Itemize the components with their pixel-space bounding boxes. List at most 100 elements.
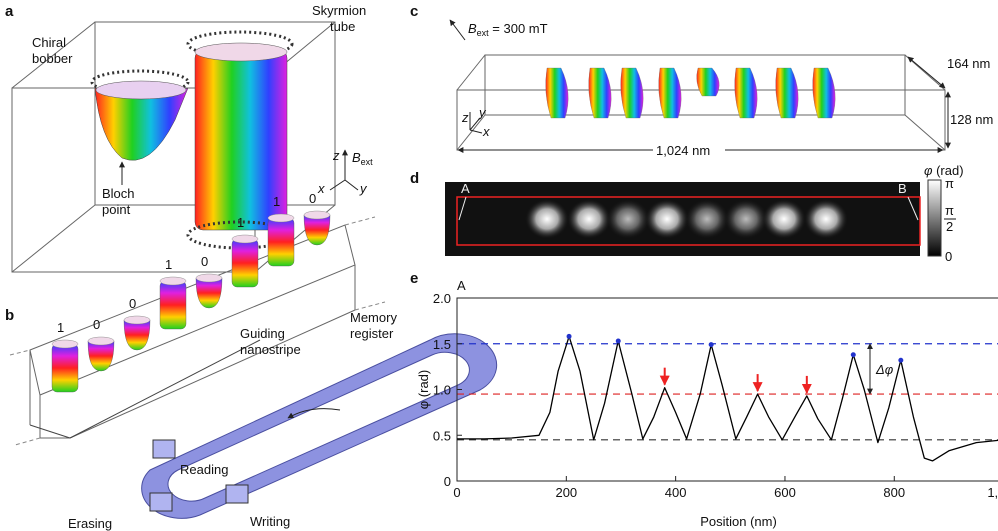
bit-label: 1 bbox=[57, 320, 64, 335]
axis bbox=[329, 179, 346, 191]
y-tick-label: 0.5 bbox=[433, 428, 451, 443]
skyrmion-contrast bbox=[645, 199, 689, 239]
skyrmion bbox=[620, 67, 644, 119]
x-tick-label: 400 bbox=[665, 485, 687, 500]
tube-top bbox=[195, 273, 223, 283]
subscript: ext bbox=[361, 157, 374, 167]
panel-label: b bbox=[5, 307, 14, 324]
y-tick-label: 1.5 bbox=[433, 337, 451, 352]
tube-top bbox=[51, 339, 79, 349]
panel-label: e bbox=[410, 270, 418, 287]
tube-top bbox=[194, 42, 288, 62]
label: Erasing bbox=[68, 516, 112, 531]
peak-marker bbox=[850, 352, 856, 358]
skyrmion-contrast bbox=[762, 199, 806, 239]
colorbar bbox=[927, 179, 942, 257]
unit: (rad) bbox=[932, 163, 963, 178]
panel-label: a bbox=[5, 3, 14, 20]
tube-top bbox=[231, 234, 259, 244]
panel-d: A B φ (rad) π π 2 0 bbox=[445, 163, 964, 264]
extension bbox=[9, 216, 386, 446]
pointer bbox=[907, 196, 919, 221]
tube bbox=[51, 343, 79, 393]
skyrmion bbox=[588, 67, 612, 119]
skyrmion bbox=[658, 67, 682, 119]
dimension-label: 128 nm bbox=[950, 112, 993, 127]
reading-head bbox=[152, 439, 176, 459]
skyrmion bbox=[812, 67, 836, 119]
symbol: B bbox=[352, 150, 361, 165]
bit-label: 1 bbox=[165, 257, 172, 272]
label: tube bbox=[330, 19, 355, 34]
skyrmion-contrast bbox=[567, 199, 611, 239]
label: Chiral bbox=[32, 35, 66, 50]
corner-label: A bbox=[457, 278, 466, 293]
annotation: Δφ bbox=[875, 362, 894, 377]
tube-top bbox=[303, 210, 331, 220]
skyrmion bbox=[734, 67, 758, 119]
panel-c: Bext = 300 mT 1,024 nm 164 nm 128 nm z y… bbox=[449, 19, 993, 158]
bit-label: 0 bbox=[201, 254, 208, 269]
label: Writing bbox=[250, 514, 290, 529]
colorbar-label: φ (rad) bbox=[924, 163, 964, 178]
writing-head bbox=[225, 484, 249, 504]
y-tick-label: 0 bbox=[444, 474, 451, 489]
plot-frame bbox=[456, 297, 998, 482]
colorbar-tick: 0 bbox=[945, 249, 952, 264]
line-series bbox=[457, 335, 998, 462]
dimension bbox=[907, 56, 946, 89]
bobber-top bbox=[95, 80, 187, 100]
label: Reading bbox=[180, 462, 228, 477]
axis bbox=[469, 117, 481, 131]
pointer bbox=[458, 196, 467, 221]
bit-label: 0 bbox=[93, 317, 100, 332]
skyrmion bbox=[696, 67, 720, 97]
bit-label: 1 bbox=[237, 215, 244, 230]
erasing-head bbox=[149, 492, 173, 512]
label: point bbox=[102, 202, 131, 217]
axis-label: x bbox=[317, 181, 325, 196]
colorbar-tick: 2 bbox=[946, 219, 953, 234]
axis-label: y bbox=[478, 105, 487, 120]
bit-label: 0 bbox=[129, 296, 136, 311]
x-axis-label: Position (nm) bbox=[700, 514, 777, 529]
peak-marker bbox=[615, 338, 621, 344]
axis bbox=[344, 179, 359, 191]
skyrmion-contrast bbox=[685, 199, 729, 239]
tube-top bbox=[123, 315, 151, 325]
panel-b: Reading Erasing Writing Guiding nanostri… bbox=[9, 210, 498, 531]
symbol: B bbox=[468, 21, 477, 36]
axis-label: y bbox=[359, 181, 368, 196]
dimension-label: 164 nm bbox=[947, 56, 990, 71]
label: B bbox=[898, 181, 907, 196]
tube-top bbox=[87, 336, 115, 346]
subscript: ext bbox=[477, 28, 490, 38]
axis-label: x bbox=[482, 124, 490, 139]
y-axis-label: φ (rad) bbox=[416, 370, 431, 410]
axis-label: z bbox=[461, 110, 469, 125]
tube bbox=[231, 238, 259, 288]
skyrmion-contrast bbox=[525, 199, 569, 239]
axis-label: z bbox=[332, 148, 340, 163]
x-tick-label: 800 bbox=[883, 485, 905, 500]
colorbar-tick: π bbox=[945, 203, 954, 218]
peak-marker bbox=[708, 342, 714, 348]
label: nanostripe bbox=[240, 342, 301, 357]
skyrmion-contrast bbox=[606, 199, 650, 239]
symbol: φ bbox=[924, 163, 933, 178]
peak-marker bbox=[566, 333, 572, 339]
direction-arrow bbox=[287, 408, 341, 419]
x-tick-label: 0 bbox=[453, 485, 460, 500]
x-tick-label: 600 bbox=[774, 485, 796, 500]
peak-marker bbox=[898, 357, 904, 363]
label: Skyrmion bbox=[312, 3, 366, 18]
label: A bbox=[461, 181, 470, 196]
label: Bloch bbox=[102, 186, 135, 201]
bobber bbox=[87, 340, 115, 372]
x-tick-label: 200 bbox=[555, 485, 577, 500]
panel-e: 0 0.5 1.0 1.5 2.0 0 200 400 600 800 1,000 Position … bbox=[416, 278, 998, 529]
selection bbox=[456, 196, 921, 246]
panel-label: c bbox=[410, 3, 418, 20]
y-tick-label: 2.0 bbox=[433, 291, 451, 306]
